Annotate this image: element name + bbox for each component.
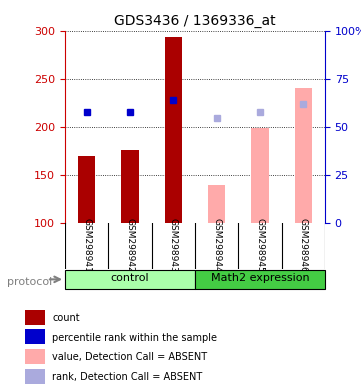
Bar: [295, 88, 312, 223]
Bar: [121, 150, 139, 223]
Text: protocol: protocol: [7, 277, 52, 287]
Text: GSM298944: GSM298944: [212, 218, 221, 273]
Bar: [25, 310, 45, 325]
Text: count: count: [52, 313, 80, 323]
Bar: [25, 349, 45, 364]
Text: control: control: [111, 273, 149, 283]
Bar: [251, 127, 269, 223]
Text: GSM298945: GSM298945: [256, 218, 264, 273]
FancyBboxPatch shape: [195, 270, 325, 289]
Text: rank, Detection Call = ABSENT: rank, Detection Call = ABSENT: [52, 372, 203, 382]
Text: GSM298946: GSM298946: [299, 218, 308, 273]
Text: value, Detection Call = ABSENT: value, Detection Call = ABSENT: [52, 352, 208, 362]
Text: GSM298942: GSM298942: [126, 218, 134, 273]
Text: GSM298941: GSM298941: [82, 218, 91, 273]
Text: Math2 expression: Math2 expression: [210, 273, 309, 283]
Bar: [208, 185, 225, 223]
Bar: [165, 38, 182, 223]
Bar: [78, 156, 95, 223]
Text: percentile rank within the sample: percentile rank within the sample: [52, 333, 217, 343]
Bar: [25, 369, 45, 384]
Title: GDS3436 / 1369336_at: GDS3436 / 1369336_at: [114, 14, 276, 28]
Text: GSM298943: GSM298943: [169, 218, 178, 273]
Bar: [25, 329, 45, 344]
FancyBboxPatch shape: [65, 270, 195, 289]
